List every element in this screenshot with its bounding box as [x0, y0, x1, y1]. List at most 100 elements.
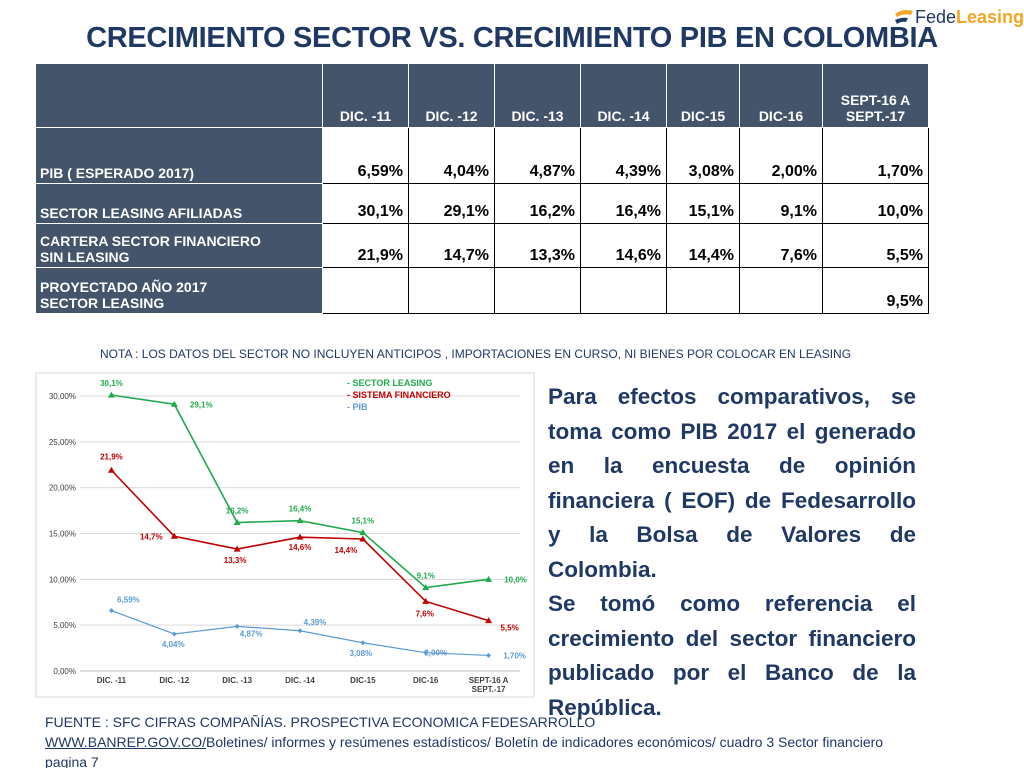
data-point: [107, 466, 115, 473]
table-cell: 3,08%: [666, 127, 740, 184]
table-cell: 4,87%: [494, 127, 581, 184]
data-label: 10,0%: [504, 575, 527, 584]
y-tick-label: 30,00%: [49, 392, 76, 401]
data-point: [107, 391, 115, 398]
series-line-0: [111, 394, 489, 589]
data-label: 1,70%: [503, 651, 526, 660]
x-tick-label: DIC. -13: [222, 676, 252, 685]
table-cell: 4,39%: [580, 127, 667, 184]
data-label: 2,00%: [424, 649, 447, 658]
data-label: 9,1%: [417, 572, 435, 581]
data-point: [171, 631, 177, 637]
header-dic-12: DIC. -12: [408, 63, 495, 128]
data-point: [233, 545, 241, 552]
page-title: CRECIMIENTO SECTOR VS. CRECIMIENTO PIB E…: [86, 22, 938, 54]
x-tick-label: SEPT.-17: [472, 685, 506, 694]
table-row: SECTOR LEASING AFILIADAS 30,1% 29,1% 16,…: [35, 183, 929, 224]
data-label: 14,4%: [335, 546, 358, 555]
banrep-link[interactable]: WWW.BANREP.GOV.CO/: [45, 734, 207, 750]
data-point: [170, 400, 178, 407]
table-cell: [494, 267, 581, 314]
table-cell: 10,0%: [822, 183, 929, 224]
chart-svg: 0,00% 5,00% 10,00% 15,00% 20,00% 25,00% 30,00%…: [35, 372, 535, 698]
header-dic-16: DIC-16: [739, 63, 823, 128]
x-tick-label: DIC-15: [350, 676, 376, 685]
data-label: 4,39%: [304, 618, 327, 627]
x-tick-label: DIC. -12: [159, 676, 189, 685]
y-tick-label: 25,00%: [49, 438, 76, 447]
data-point: [234, 623, 240, 629]
table-row: PIB ( ESPERADO 2017) 6,59% 4,04% 4,87% 4…: [35, 127, 929, 184]
legend-entry: - SECTOR LEASING: [347, 378, 432, 388]
data-label: 7,6%: [416, 609, 434, 618]
table-cell: 14,7%: [408, 223, 495, 268]
y-tick-label: 10,00%: [49, 575, 76, 584]
data-point: [422, 584, 430, 591]
source-line-1: FUENTE : SFC CIFRAS COMPAÑÍAS. PROSPECTI…: [45, 714, 596, 730]
data-label: 16,2%: [226, 507, 249, 516]
header-dic-14: DIC. -14: [580, 63, 667, 128]
source-line-3: pagina 7: [45, 754, 99, 768]
data-label: 16,4%: [289, 505, 312, 514]
data-label: 30,1%: [100, 379, 123, 388]
table-cell: [739, 267, 823, 314]
x-tick-label: DIC-16: [413, 676, 439, 685]
data-label: 13,3%: [224, 556, 247, 565]
data-label: 4,87%: [240, 629, 263, 638]
data-point: [486, 652, 492, 658]
table-cell: 4,04%: [408, 127, 495, 184]
x-tick-label: DIC. -11: [97, 676, 127, 685]
explanation-p1: Para efectos comparativos, se toma como …: [548, 384, 916, 582]
table-cell: 6,59%: [322, 127, 409, 184]
table-cell: 14,4%: [666, 223, 740, 268]
data-label: 5,5%: [500, 624, 518, 633]
header-dic-11: DIC. -11: [322, 63, 409, 128]
table-corner: [35, 63, 323, 128]
data-label: 14,6%: [289, 543, 312, 552]
table-cell: 21,9%: [322, 223, 409, 268]
table-cell: 15,1%: [666, 183, 740, 224]
x-tick-label: SEPT-16 A: [469, 676, 509, 685]
data-point: [108, 608, 114, 614]
table-cell: [408, 267, 495, 314]
data-point: [170, 532, 178, 539]
table-cell: [666, 267, 740, 314]
data-point: [485, 617, 493, 624]
growth-line-chart: 0,00% 5,00% 10,00% 15,00% 20,00% 25,00% 30,00%…: [35, 372, 535, 698]
data-point: [296, 517, 304, 524]
fedeleasing-logo: FedeLeasing: [893, 7, 1024, 29]
table-cell: 14,6%: [580, 223, 667, 268]
data-point: [233, 519, 241, 525]
source-line-2: WWW.BANREP.GOV.CO/Boletines/ informes y …: [45, 734, 884, 750]
source-footer: FUENTE : SFC CIFRAS COMPAÑÍAS. PROSPECTI…: [45, 712, 1020, 768]
chart-frame: [35, 372, 535, 698]
row-label-sector-leasing: SECTOR LEASING AFILIADAS: [35, 183, 323, 224]
row-label-proyectado: PROYECTADO AÑO 2017 SECTOR LEASING: [35, 267, 323, 314]
data-point: [360, 640, 366, 646]
table-cell: 2,00%: [739, 127, 823, 184]
data-label: 21,9%: [100, 452, 123, 461]
table-cell: 30,1%: [322, 183, 409, 224]
data-label: 3,08%: [350, 649, 373, 658]
data-label: 6,59%: [117, 596, 140, 605]
data-point: [359, 529, 367, 536]
table-cell: 9,1%: [739, 183, 823, 224]
data-point: [297, 628, 303, 634]
data-label: 14,7%: [140, 532, 163, 541]
table-row: CARTERA SECTOR FINANCIERO SIN LEASING 21,…: [35, 223, 929, 268]
growth-table: DIC. -11 DIC. -12 DIC. -13 DIC. -14 DIC-…: [35, 63, 929, 314]
table-cell: [322, 267, 409, 314]
table-header-row: DIC. -11 DIC. -12 DIC. -13 DIC. -14 DIC-…: [35, 63, 929, 128]
table-cell: 16,4%: [580, 183, 667, 224]
row-label-cartera: CARTERA SECTOR FINANCIERO SIN LEASING: [35, 223, 323, 268]
header-sept-16-17: SEPT-16 A SEPT.-17: [822, 63, 929, 128]
y-tick-label: 5,00%: [53, 621, 76, 630]
data-label: 29,1%: [190, 400, 213, 409]
header-dic-15: DIC-15: [666, 63, 740, 128]
data-label: 15,1%: [352, 517, 375, 526]
data-point: [296, 533, 304, 540]
y-tick-label: 20,00%: [49, 484, 76, 493]
data-label: 4,04%: [162, 640, 185, 649]
legend-entry: - PIB: [347, 402, 368, 412]
table-cell: 9,5%: [822, 267, 929, 314]
